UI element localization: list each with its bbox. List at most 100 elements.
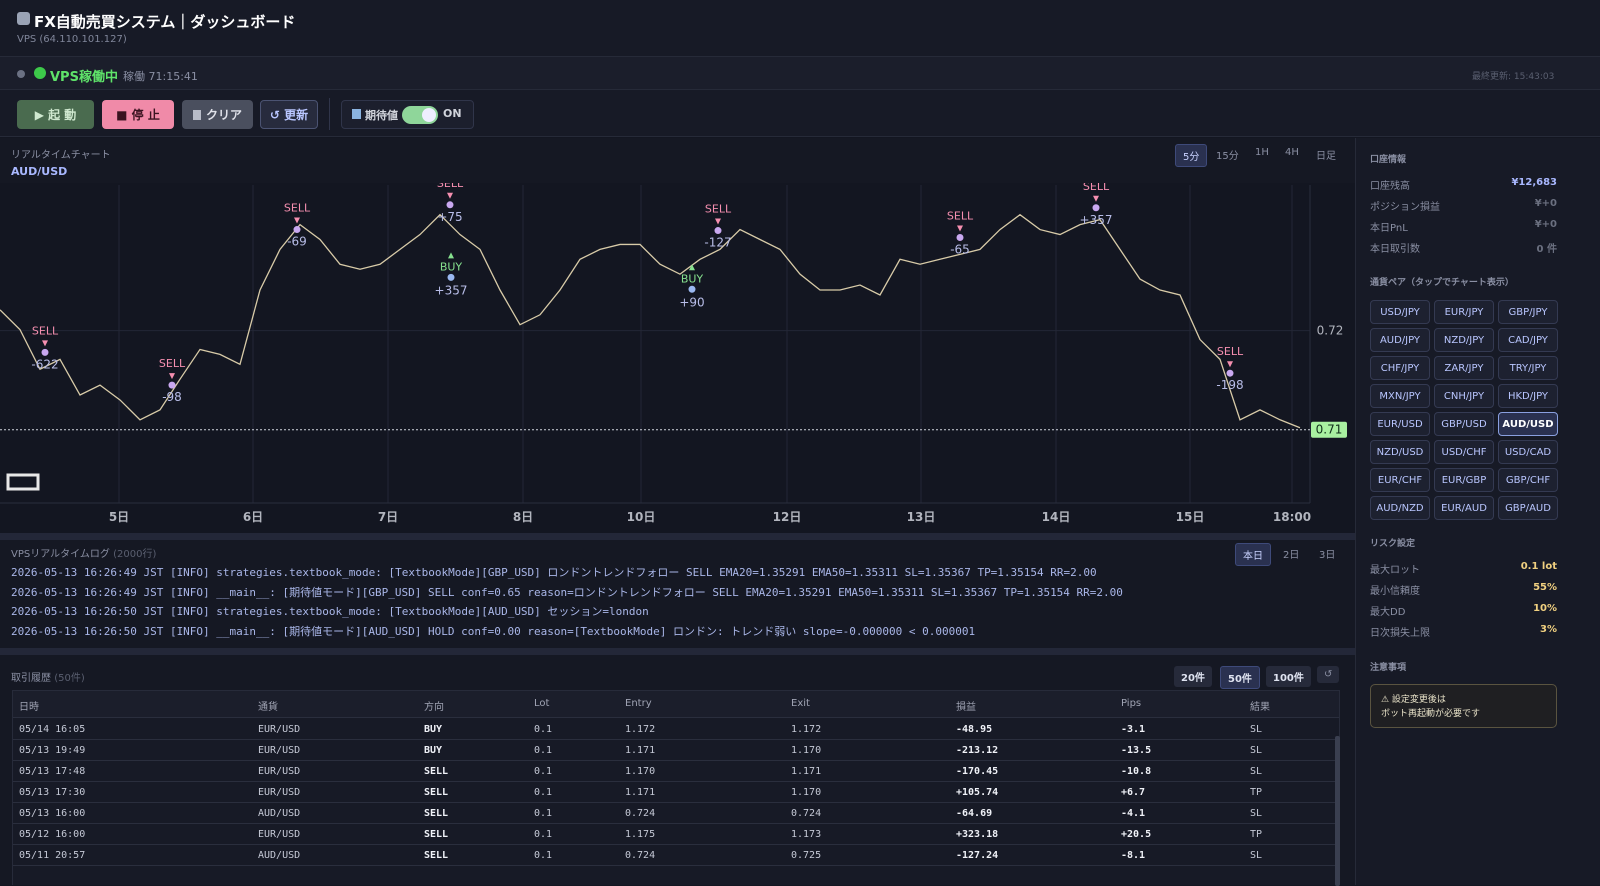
pair-button[interactable]: CHF/JPY (1370, 356, 1430, 380)
pair-button[interactable]: USD/CHF (1434, 440, 1494, 464)
column-header: 通貨 (258, 702, 278, 713)
table-cell: -3.1 (1121, 724, 1146, 735)
pair-button[interactable]: EUR/GBP (1434, 468, 1494, 492)
x-tick-label: 18:00 (1273, 510, 1311, 524)
trade-marker (688, 285, 696, 293)
table-cell: -64.69 (956, 808, 993, 819)
table-cell: +20.5 (1121, 829, 1152, 840)
pair-button[interactable]: GBP/CHF (1498, 468, 1558, 492)
pair-button[interactable]: NZD/USD (1370, 440, 1430, 464)
x-tick-label: 5日 (109, 510, 129, 524)
info-label: ポジション損益 (1370, 202, 1440, 213)
section-title: 注意事項 (1370, 663, 1407, 673)
table-cell: 05/13 19:49 (19, 745, 86, 756)
trade-arrow (957, 225, 963, 232)
ev-toggle[interactable]: 期待値 ON (341, 100, 474, 129)
pair-button[interactable]: GBP/AUD (1498, 496, 1558, 520)
table-cell: 1.170 (625, 766, 656, 777)
pair-button[interactable]: USD/JPY (1370, 300, 1430, 324)
last-update: 最終更新: 15:43:03 (1472, 72, 1555, 82)
info-label: 最小信頼度 (1370, 586, 1420, 597)
column-header: Entry (625, 698, 652, 709)
price-line (0, 213, 1301, 429)
log-tab[interactable]: 本日 (1235, 543, 1271, 566)
trade-pnl: +357 (435, 283, 468, 297)
log-panel: VPSリアルタイムログ (2000行) 本日 2日 3日 2026-05-13 16:… (0, 540, 1355, 648)
column-header: 方向 (424, 702, 444, 713)
status-icon (34, 67, 46, 79)
pair-button[interactable]: NZD/JPY (1434, 328, 1494, 352)
table-cell: EUR/USD (258, 829, 301, 840)
pair-button[interactable]: AUD/JPY (1370, 328, 1430, 352)
pair-button[interactable]: MXN/JPY (1370, 384, 1430, 408)
table-cell: SELL (424, 829, 449, 840)
table-cell: +6.7 (1121, 787, 1146, 798)
pair-button[interactable]: CAD/JPY (1498, 328, 1558, 352)
limit-tab[interactable]: 100件 (1266, 666, 1311, 687)
trade-arrow (715, 218, 721, 225)
table-cell: BUY (424, 745, 443, 756)
table-cell: -8.1 (1121, 850, 1146, 861)
clear-button[interactable]: クリア (182, 100, 253, 129)
table-row (13, 803, 1335, 824)
table-cell: +323.18 (956, 829, 999, 840)
log-tab[interactable]: 2日 (1283, 550, 1300, 561)
table-cell: 0.1 (534, 850, 553, 861)
table-cell: TP (1250, 787, 1263, 798)
table-cell: SL (1250, 850, 1263, 861)
robot-icon (17, 12, 30, 25)
timeframe-tab[interactable]: 1H (1255, 147, 1269, 158)
pair-button[interactable]: GBP/USD (1434, 412, 1494, 436)
pair-button[interactable]: CNH/JPY (1434, 384, 1494, 408)
pair-button[interactable]: GBP/JPY (1498, 300, 1558, 324)
trade-arrow (294, 217, 300, 224)
trade-arrow (1093, 195, 1099, 202)
table-cell: -13.5 (1121, 745, 1152, 756)
trade-side: SELL (32, 324, 59, 337)
trade-refresh[interactable]: ↺ (1317, 666, 1340, 683)
table-cell: SL (1250, 766, 1263, 777)
timeframe-tab[interactable]: 5分 (1175, 144, 1208, 167)
timeframe-tab[interactable]: 4H (1285, 147, 1299, 158)
trade-side: BUY (681, 272, 704, 285)
tv-logo (6, 473, 40, 491)
trade-side: SELL (947, 209, 974, 222)
trade-pnl: -69 (287, 235, 307, 249)
trade-pnl: +357 (1080, 213, 1113, 227)
table-cell: 0.1 (534, 724, 553, 735)
pair-button[interactable]: EUR/USD (1370, 412, 1430, 436)
pair-button[interactable]: EUR/AUD (1434, 496, 1494, 520)
trade-table: 日時 通貨 方向 Lot Entry Exit 損益 Pips 結果 05/14 16:05 EUR… (12, 690, 1340, 886)
trade-side: SELL (284, 202, 311, 215)
pair-button[interactable]: HKD/JPY (1498, 384, 1558, 408)
table-cell: 0.1 (534, 808, 553, 819)
log-tab[interactable]: 3日 (1319, 550, 1336, 561)
table-cell: TP (1250, 829, 1263, 840)
refresh-button[interactable]: ↺ 更新 (260, 100, 318, 129)
status-bar: VPS稼働中 稼働 71:15:41 最終更新: 15:43:03 (0, 57, 1600, 90)
splitter (0, 533, 1355, 540)
limit-tab[interactable]: 50件 (1220, 666, 1260, 689)
pair-button[interactable]: AUD/USD (1498, 412, 1558, 436)
limit-tab[interactable]: 20件 (1174, 666, 1212, 687)
table-cell: SL (1250, 745, 1263, 756)
stop-button[interactable]: ■ 停 止 (102, 100, 174, 129)
info-value: ¥+0 (1534, 219, 1557, 230)
pair-button[interactable]: TRY/JPY (1498, 356, 1558, 380)
plot-bg (0, 183, 1355, 533)
start-button[interactable]: ▶ 起 動 (17, 100, 94, 129)
notes-box: ⚠ 設定変更後は ボット再起動が必要です (1370, 684, 1557, 728)
pair-button[interactable]: ZAR/JPY (1434, 356, 1494, 380)
trade-marker (1092, 204, 1100, 212)
table-cell: EUR/USD (258, 787, 301, 798)
pair-button[interactable]: EUR/CHF (1370, 468, 1430, 492)
x-tick-label: 10日 (627, 510, 656, 524)
pair-button[interactable]: AUD/NZD (1370, 496, 1430, 520)
switch[interactable] (402, 106, 438, 124)
section-title: リスク設定 (1370, 539, 1416, 549)
table-cell: 05/13 17:48 (19, 766, 86, 777)
timeframe-tab[interactable]: 15分 (1216, 151, 1239, 162)
pair-button[interactable]: EUR/JPY (1434, 300, 1494, 324)
pair-button[interactable]: USD/CAD (1498, 440, 1558, 464)
timeframe-tab[interactable]: 日足 (1316, 151, 1336, 162)
